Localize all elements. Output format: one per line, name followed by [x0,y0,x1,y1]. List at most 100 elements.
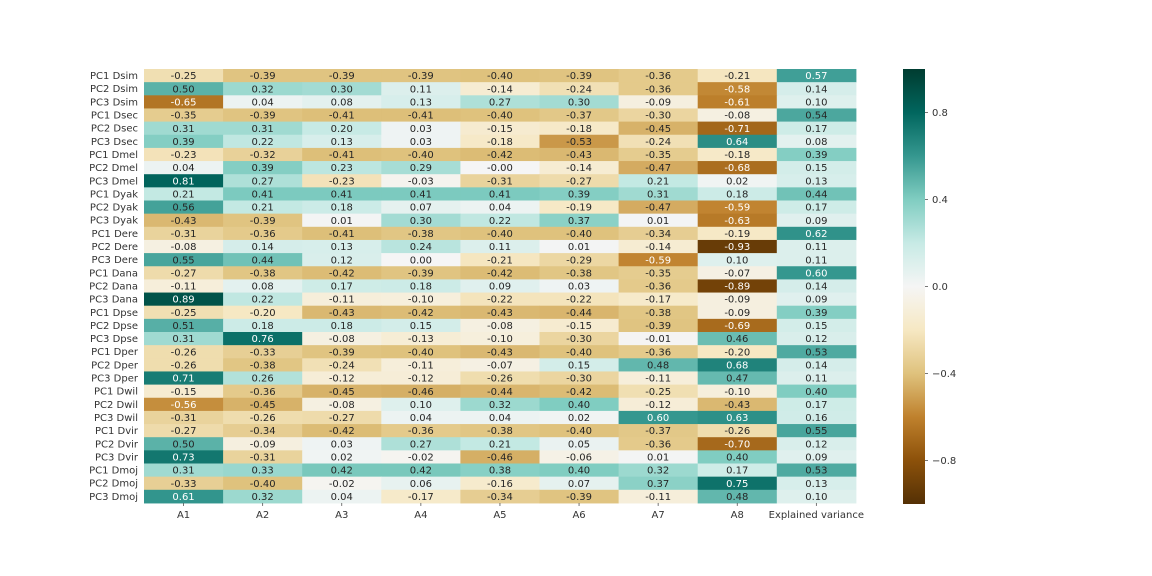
heatmap-cell [618,358,699,372]
heatmap-cell [697,108,778,123]
cell-value-label: 0.30 [568,97,590,108]
heatmap-cell [618,305,699,320]
cell-value-label: -0.35 [645,150,671,161]
cell-value-label: 0.50 [172,84,194,95]
cell-value-label: 0.76 [252,334,274,345]
cell-value-label: -0.43 [487,308,513,319]
heatmap-cell [381,489,461,504]
cell-value-label: -0.38 [250,360,276,371]
heatmap-cell [381,187,461,201]
heatmap-cell [618,82,699,96]
heatmap-cell [539,213,620,228]
heatmap-cell [460,358,540,372]
heatmap-cell [223,305,303,320]
cell-value-label: -0.26 [724,426,750,437]
cell-value-label: -0.24 [566,84,592,95]
cell-value-label: 0.27 [489,97,511,108]
heatmap-cell [697,292,778,307]
heatmap-cell [776,134,857,149]
heatmap-cell [697,345,778,359]
cell-value-label: -0.71 [724,124,750,135]
cell-value-label: 0.53 [805,347,827,358]
heatmap-cell [697,174,778,188]
heatmap-cell [618,226,699,241]
heatmap-cell [697,95,778,109]
cell-value-label: 0.54 [805,111,827,122]
cell-value-label: -0.31 [487,176,513,187]
cell-value-label: 0.42 [331,466,353,477]
heatmap-cell [618,318,699,333]
cell-value-label: -0.15 [566,321,592,332]
cell-value-label: 0.21 [647,176,669,187]
heatmap-cell [697,463,778,478]
heatmap-cell [302,450,382,464]
cell-value-label: -0.46 [408,387,434,398]
row-label: PC2 Dere [92,242,138,253]
cell-value-label: 0.31 [647,190,669,201]
heatmap-cell [618,213,699,228]
heatmap-cell [144,82,224,96]
cell-value-label: -0.36 [645,71,671,82]
cell-value-label: -0.45 [250,400,276,411]
cell-value-label: -0.08 [329,400,355,411]
heatmap-cell [539,266,620,280]
cell-value-label: 0.09 [805,453,827,464]
cell-value-label: 0.11 [489,242,511,253]
cell-value-label: -0.11 [645,492,671,503]
cell-value-label: 0.14 [252,242,274,253]
cell-value-label: -0.09 [250,439,276,450]
row-label: PC2 Dmel [89,163,138,174]
cell-value-label: 0.00 [410,255,432,266]
cell-value-label: -0.43 [566,150,592,161]
cell-value-label: 0.13 [805,176,827,187]
heatmap-cell [776,69,857,83]
heatmap-cell [618,397,699,412]
row-label: PC2 Dpse [90,321,138,332]
cell-value-label: 0.03 [410,137,432,148]
cell-value-label: 0.15 [805,321,827,332]
cell-value-label: 0.37 [568,216,590,227]
heatmap-cell [144,489,224,504]
cell-value-label: 0.31 [172,124,194,135]
cell-value-label: -0.22 [566,295,592,306]
cell-value-label: -0.18 [724,150,750,161]
cell-value-label: 0.10 [410,400,432,411]
heatmap-cell [460,121,540,136]
cell-value-label: -0.09 [724,295,750,306]
row-label: PC1 Dyak [90,189,138,200]
row-label: PC1 Dmel [89,150,138,161]
cell-value-label: -0.38 [645,308,671,319]
heatmap-cell [539,82,620,96]
heatmap-cell [144,371,224,386]
heatmap-cell [302,147,382,162]
heatmap-cell [776,450,857,464]
heatmap-cell [460,476,540,491]
heatmap-cell [618,174,699,188]
heatmap-cell [223,174,303,188]
heatmap-cell [460,226,540,241]
cell-value-label: 0.41 [331,190,353,201]
colorbar-tick-label: 0.0 [932,282,948,293]
heatmap-cell [539,437,620,451]
heatmap-cell [539,424,620,438]
heatmap-cell [144,134,224,149]
cell-value-label: 0.22 [252,137,274,148]
cell-value-label: -0.41 [329,229,355,240]
heatmap-cell [776,384,857,399]
heatmap-cell [618,476,699,491]
heatmap-cell [460,292,540,307]
row-label: PC3 Dsim [90,97,138,108]
heatmap-cell [144,358,224,372]
heatmap-cell [697,226,778,241]
heatmap-cell [618,371,699,386]
cell-value-label: 0.41 [252,190,274,201]
heatmap-cell [697,161,778,175]
heatmap-cell [302,82,382,96]
heatmap-cell [539,239,620,254]
cell-value-label: -0.23 [329,176,355,187]
heatmap-cell [618,332,699,346]
cell-value-label: 0.18 [331,321,353,332]
heatmap-cell [223,82,303,96]
row-label: PC2 Dyak [90,203,138,214]
